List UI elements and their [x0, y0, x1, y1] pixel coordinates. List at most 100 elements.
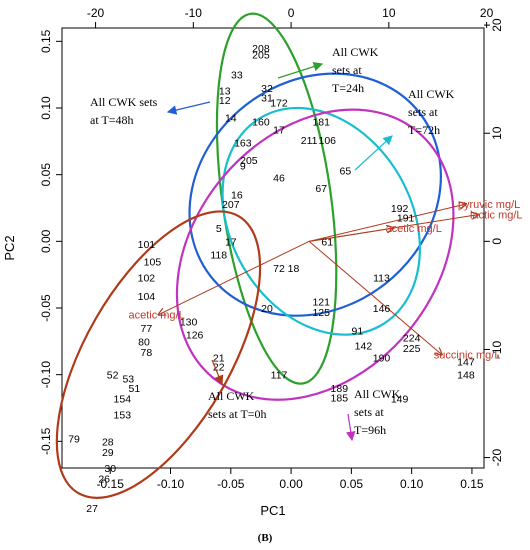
x-axis-ticks: -0.15 -0.10 -0.05 0.00 0.05 0.10 0.15 — [97, 468, 484, 491]
sample-point-label: 104 — [138, 291, 156, 303]
right-tick-label: 10 — [490, 126, 504, 140]
right-tick-label: -10 — [490, 340, 504, 358]
sample-point-label: 91 — [352, 326, 364, 338]
sample-point-label: 163 — [234, 138, 252, 150]
ellipse-t48h — [221, 106, 421, 336]
sample-point-label: 160 — [252, 116, 270, 128]
y-tick-label: -0.15 — [39, 427, 53, 455]
y-tick-label: 0.15 — [39, 29, 53, 53]
sample-point-label: 51 — [128, 383, 140, 395]
sample-point-label: 18 — [288, 263, 300, 275]
sample-point-label: 14 — [225, 112, 237, 124]
sample-point-label: 126 — [186, 330, 204, 342]
ellipse-t72h — [188, 72, 442, 317]
y-axis-ticks: -0.15 -0.10 -0.05 0.00 0.05 0.10 0.15 — [39, 29, 62, 455]
sample-point-label: 207 — [222, 199, 240, 211]
loading-vector — [308, 240, 442, 354]
variable-label: acetic mg/L — [386, 223, 442, 235]
sample-point-label: 27 — [86, 503, 98, 515]
annotation-arrow-0h — [211, 359, 224, 386]
annotation-96h: All CWK sets at T=96h — [354, 387, 403, 437]
x-tick-label: 0.15 — [460, 477, 484, 491]
sample-point-label: 146 — [373, 303, 391, 315]
sample-point-label: 118 — [210, 250, 227, 262]
sample-point-label: 117 — [271, 370, 288, 382]
sample-point-label: 79 — [68, 434, 80, 446]
sample-point-label: 211 — [301, 135, 318, 147]
sample-point-label: 26 — [98, 474, 110, 486]
sample-point-label: 147 — [457, 356, 475, 368]
sample-point-label: 121 — [312, 296, 330, 308]
sample-point-label: 22 — [213, 362, 225, 374]
figure-caption: (B) — [258, 532, 273, 544]
top-tick-label: 10 — [382, 6, 396, 20]
loading-vector — [158, 240, 310, 314]
loading-vector — [309, 228, 393, 242]
sample-point-label: 154 — [114, 394, 132, 406]
annotation-arrow-96h — [345, 413, 356, 442]
sample-point-label: 101 — [138, 239, 156, 251]
sample-point-label: 32 — [261, 83, 273, 95]
x-axis-label: PC1 — [260, 503, 285, 518]
variable-label: acetic mg/L — [128, 310, 184, 322]
sample-point-label: 30 — [104, 463, 116, 475]
sample-point-label: 102 — [138, 272, 156, 284]
right-tick-label: 0 — [490, 238, 504, 245]
variable-label: lactic mg/L — [470, 210, 523, 222]
x-tick-label: -0.15 — [97, 477, 125, 491]
sample-point-label: 16 — [231, 190, 243, 202]
sample-point-label: 149 — [391, 394, 409, 406]
sample-point-label: 13 — [219, 86, 231, 98]
top-tick-label: -10 — [185, 6, 203, 20]
sample-point-label: 125 — [312, 307, 330, 319]
right-axis-ticks: -20 -10 0 10 20 — [484, 18, 504, 466]
y-tick-label: -0.05 — [39, 294, 53, 322]
x-tick-label: -0.10 — [157, 477, 185, 491]
sample-point-label: 130 — [180, 316, 198, 328]
sample-point-label: 17 — [225, 236, 237, 248]
sample-point-label: 191 — [397, 212, 415, 224]
x-tick-label: 0.05 — [340, 477, 364, 491]
x-tick-label: 0.10 — [400, 477, 424, 491]
sample-point-label: 224 — [403, 332, 421, 344]
sample-point-label: 5 — [216, 223, 222, 235]
sample-point-label: 190 — [373, 352, 391, 364]
plot-frame — [61, 27, 485, 469]
sample-point-label: 225 — [403, 343, 421, 355]
sample-point-label: 189 — [331, 383, 349, 395]
sample-point-label: 12 — [219, 95, 231, 107]
y-axis-label: PC2 — [2, 235, 17, 260]
y-tick-label: 0.10 — [39, 96, 53, 120]
sample-point-label: 192 — [391, 203, 409, 215]
sample-point-label: 29 — [102, 447, 114, 459]
top-tick-label: 0 — [288, 6, 295, 20]
annotation-arrow-72h — [354, 135, 393, 171]
sample-point-label: 20 — [261, 303, 273, 315]
annotation-0h: All CWK sets at T=0h — [208, 389, 267, 421]
sample-point-label: 106 — [318, 135, 336, 147]
sample-point-label: 208 — [252, 43, 270, 55]
sample-point-label: 31 — [261, 92, 273, 104]
sample-point-label: 153 — [114, 410, 132, 422]
annotation-72h: All CWK sets at T=72h — [408, 87, 457, 137]
top-axis-ticks: -20 -10 0 10 20 — [87, 6, 494, 28]
sample-point-label: 205 — [240, 155, 258, 167]
y-tick-label: -0.10 — [39, 361, 53, 389]
annotation-arrow-48h — [166, 101, 211, 115]
sample-point-label: 181 — [312, 116, 330, 128]
sample-point-label: 113 — [373, 272, 390, 284]
group-ellipses — [55, 12, 455, 499]
sample-point-label: 72 — [273, 263, 285, 275]
right-tick-label: -20 — [490, 449, 504, 467]
annotation-24h: All CWK sets at T=24h — [332, 45, 381, 95]
sample-point-label: 65 — [339, 166, 351, 178]
ellipse-t0h — [55, 210, 262, 499]
sample-point-label: 142 — [355, 340, 373, 352]
sample-point-label: 17 — [273, 124, 285, 136]
sample-point-label: 53 — [122, 374, 134, 386]
y-tick-label: 0.05 — [39, 163, 53, 187]
y-tick-label: 0.00 — [39, 229, 53, 253]
right-tick-label: 20 — [490, 18, 504, 32]
sample-point-label: 33 — [231, 70, 243, 82]
